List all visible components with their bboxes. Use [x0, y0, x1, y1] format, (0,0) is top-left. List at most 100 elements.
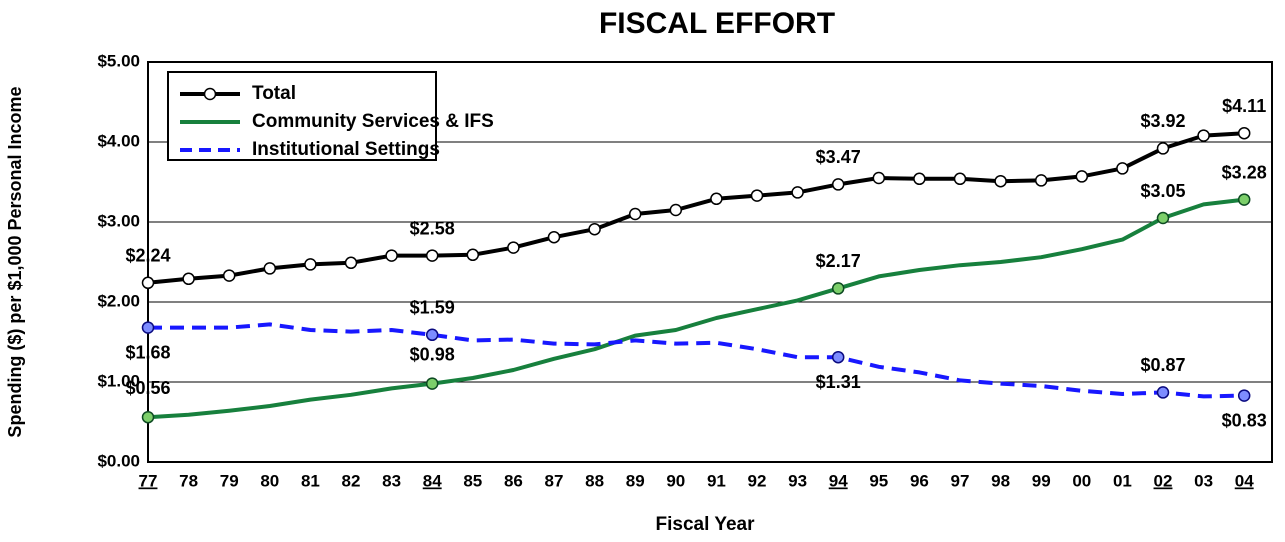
x-tick-label: 93 [788, 471, 807, 490]
x-tick-label: 80 [260, 471, 279, 490]
y-tick-label: $1.00 [97, 371, 140, 390]
data-label: $4.11 [1222, 96, 1266, 116]
data-point [141, 410, 155, 424]
data-point [831, 178, 845, 191]
data-label: $1.59 [410, 298, 455, 318]
data-point [1237, 126, 1251, 140]
data-point [872, 171, 886, 185]
x-tick-label: 00 [1072, 471, 1091, 490]
x-tick-label: 88 [585, 471, 604, 490]
data-point [141, 276, 155, 290]
data-point [263, 262, 277, 275]
x-tick-label: 94 [829, 471, 848, 490]
x-tick-label: 83 [382, 471, 401, 490]
x-tick-label: 81 [301, 471, 320, 490]
data-point [385, 249, 398, 262]
data-label: $3.92 [1140, 111, 1185, 131]
x-tick-label: 82 [342, 471, 361, 490]
y-axis-label: Spending ($) per $1,000 Personal Income [5, 86, 25, 437]
x-tick-label: 84 [423, 471, 442, 490]
data-label: $0.98 [410, 344, 455, 364]
data-point [791, 186, 804, 199]
x-tick-label: 85 [463, 471, 482, 490]
x-tick-label: 92 [748, 471, 767, 490]
legend-box [167, 71, 437, 161]
legend-label: Community Services & IFS [252, 111, 494, 132]
data-point [1156, 211, 1170, 225]
y-tick-label: $4.00 [97, 131, 140, 150]
legend-marker [203, 87, 217, 101]
data-label: $1.31 [816, 372, 861, 392]
data-point [913, 172, 926, 186]
chart-title: FISCAL EFFORT [599, 7, 835, 40]
legend-label: Total [252, 83, 296, 104]
data-point [710, 192, 723, 206]
x-tick-label: 99 [1032, 471, 1051, 490]
series-line [147, 131, 1245, 285]
data-point [222, 269, 236, 282]
x-tick-label: 02 [1154, 471, 1173, 490]
data-label: $0.87 [1140, 355, 1185, 375]
data-point [304, 258, 317, 271]
data-label: $0.83 [1222, 410, 1267, 430]
x-tick-label: 91 [707, 471, 726, 490]
data-point [507, 241, 520, 254]
data-point [1156, 142, 1170, 155]
data-label: $1.68 [125, 342, 170, 362]
x-tick-label: 97 [951, 471, 970, 490]
data-label: $3.05 [1140, 181, 1185, 201]
data-point [669, 203, 683, 217]
data-point [750, 189, 764, 202]
data-label: $2.58 [410, 218, 455, 238]
data-label: $2.17 [816, 251, 861, 271]
series-line [147, 197, 1245, 420]
y-tick-label: $0.00 [97, 451, 140, 470]
data-point [425, 249, 439, 262]
x-axis-label: Fiscal Year [656, 514, 756, 535]
x-tick-label: 78 [179, 471, 198, 490]
legend-label: Institutional Settings [252, 139, 440, 160]
x-tick-label: 86 [504, 471, 523, 490]
x-tick-label: 01 [1113, 471, 1132, 490]
data-label: $2.24 [125, 246, 170, 266]
y-tick-label: $5.00 [97, 51, 140, 70]
data-label: $3.28 [1222, 162, 1267, 182]
data-point [466, 248, 480, 262]
x-tick-label: 98 [991, 471, 1010, 490]
x-tick-label: 89 [626, 471, 645, 490]
data-label: $3.47 [816, 147, 861, 167]
plot-border [147, 61, 1273, 463]
x-tick-label: 95 [869, 471, 888, 490]
data-point [588, 222, 601, 236]
y-tick-label: $3.00 [97, 211, 140, 230]
data-point [1197, 129, 1210, 142]
data-point [1156, 386, 1170, 399]
x-tick-label: 87 [545, 471, 564, 490]
data-label: $0.56 [125, 378, 170, 398]
data-point [994, 174, 1007, 188]
data-point [1116, 162, 1129, 175]
x-tick-label: 79 [220, 471, 239, 490]
x-tick-label: 04 [1235, 471, 1254, 490]
data-point [425, 328, 439, 342]
data-point [953, 172, 967, 186]
series-line [148, 322, 1245, 399]
data-point [344, 256, 358, 270]
y-tick-label: $2.00 [97, 291, 140, 310]
data-point [1237, 389, 1251, 402]
data-point [628, 207, 642, 221]
x-tick-label: 96 [910, 471, 929, 490]
data-point [1075, 170, 1089, 183]
data-point [1237, 193, 1251, 206]
data-point [182, 272, 195, 286]
data-point [425, 377, 439, 390]
x-tick-label: 77 [139, 471, 158, 490]
data-point [141, 321, 155, 334]
data-point [831, 350, 845, 364]
data-point [547, 230, 561, 244]
data-point [1034, 174, 1048, 187]
data-point [831, 282, 845, 295]
x-tick-label: 03 [1194, 471, 1213, 490]
x-tick-label: 90 [666, 471, 685, 490]
